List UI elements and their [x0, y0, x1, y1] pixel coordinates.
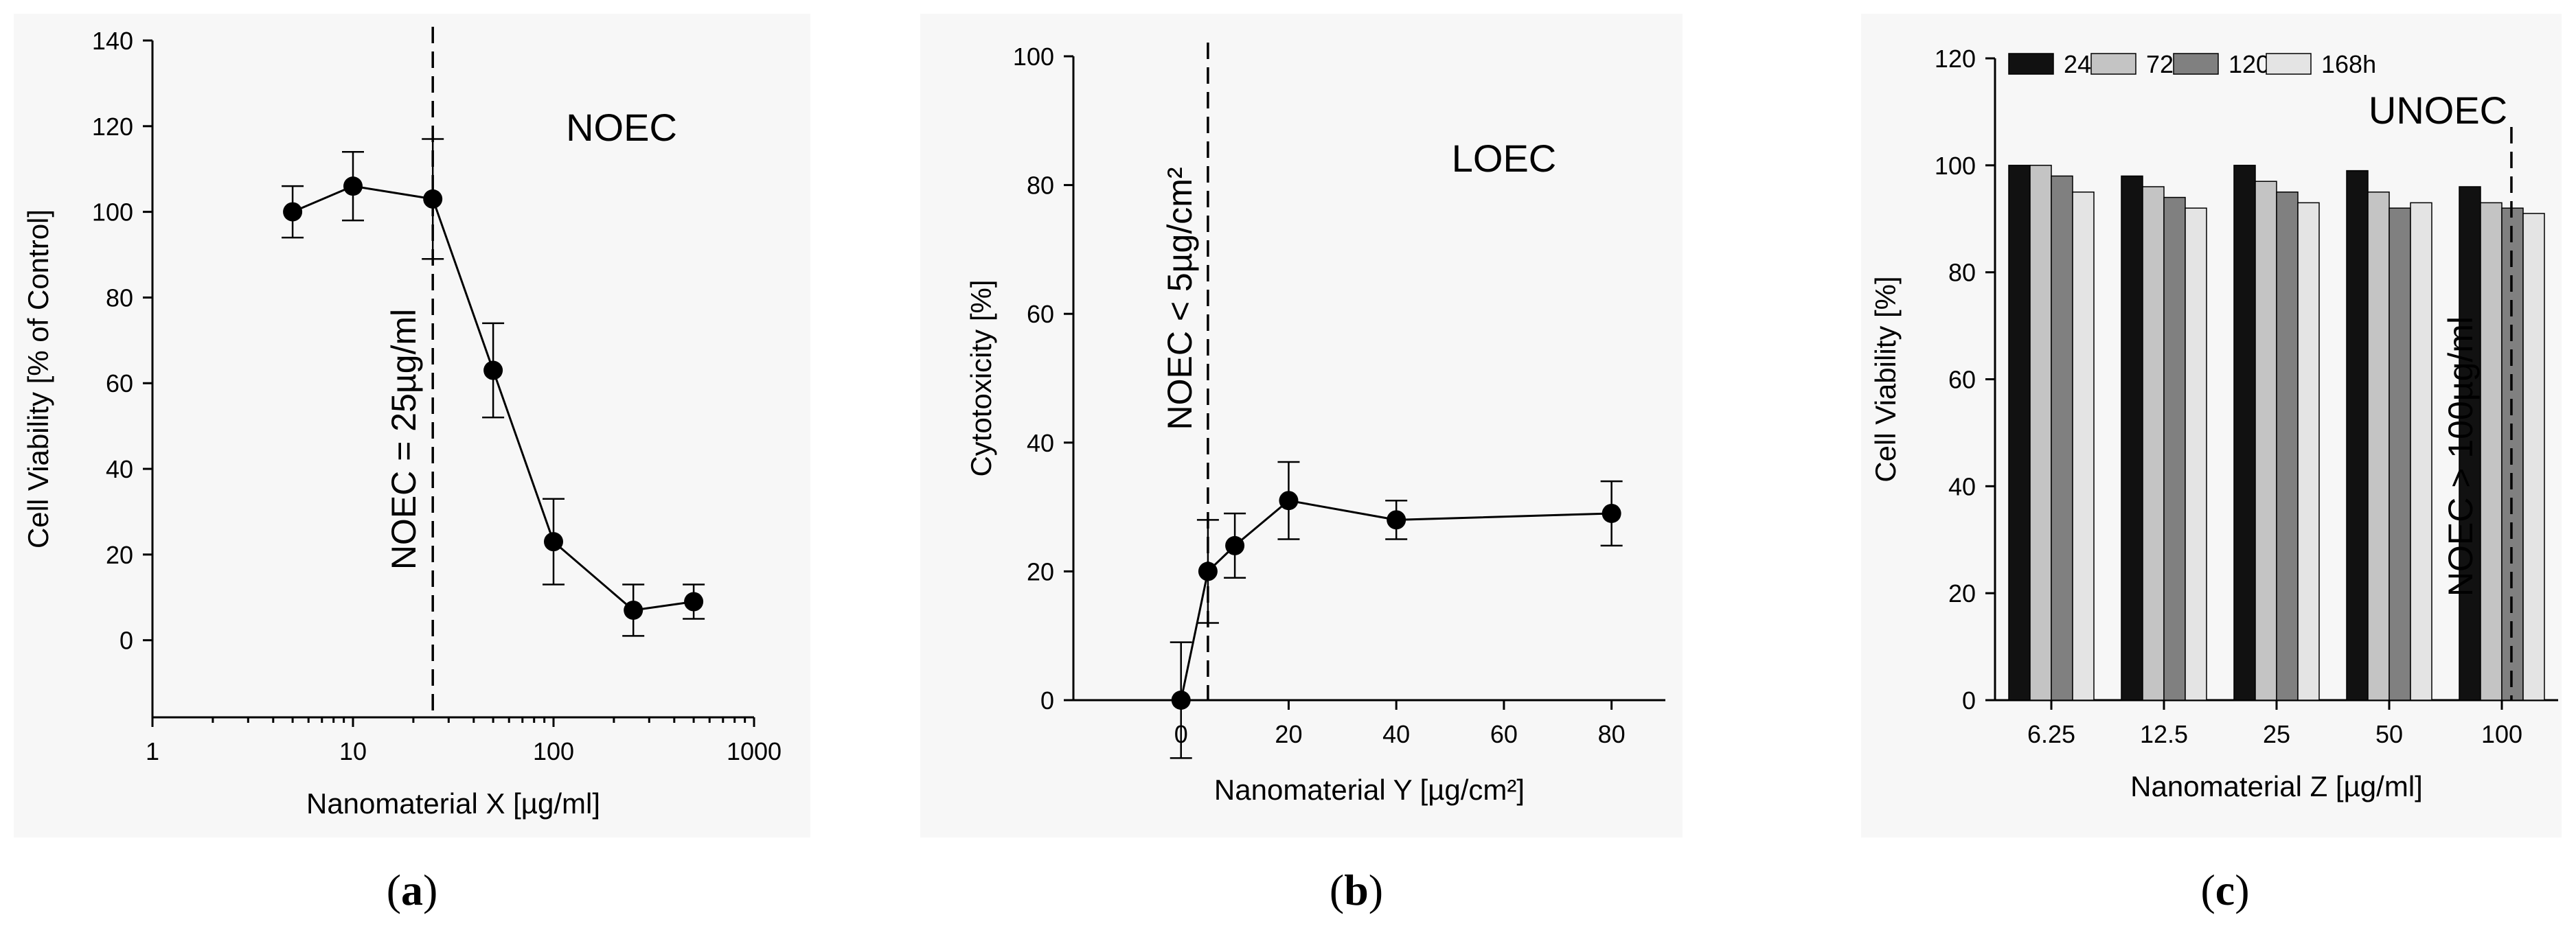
data-point	[1602, 503, 1621, 523]
caption-b-letter: b	[1344, 866, 1369, 914]
caption-b: (b)	[1330, 866, 1383, 914]
legend-swatch	[2090, 53, 2136, 75]
bar	[2029, 165, 2052, 701]
y-tick-label: 60	[1948, 366, 1976, 394]
bar	[2297, 202, 2320, 701]
x-tick-label: 20	[1275, 720, 1302, 748]
annotation-label: UNOEC	[2369, 89, 2507, 132]
y-tick-label: 20	[1948, 579, 1976, 607]
bar	[2233, 165, 2256, 701]
y-tick-label: 60	[106, 369, 133, 397]
annotation-label: NOEC	[566, 106, 677, 149]
data-point	[423, 189, 443, 209]
x-tick-label: 1000	[727, 737, 782, 765]
y-axis-title: Cell Viability [%]	[1869, 276, 1902, 482]
data-point	[624, 600, 643, 620]
legend-swatch	[2008, 53, 2054, 75]
panel-b-background	[920, 14, 1683, 837]
data-point	[1387, 510, 1406, 530]
y-tick-label: 20	[106, 541, 133, 569]
y-tick-label: 120	[92, 113, 133, 141]
y-tick-label: 100	[1013, 43, 1054, 71]
bar	[2008, 165, 2031, 701]
x-tick-label: 80	[1598, 720, 1626, 748]
data-point	[1279, 491, 1299, 511]
legend-label: 168h	[2321, 50, 2376, 78]
x-tick-label: 10	[339, 737, 367, 765]
y-tick-label: 80	[1027, 172, 1054, 200]
y-tick-label: 40	[106, 455, 133, 483]
x-tick-label: 1	[146, 737, 159, 765]
data-point	[283, 202, 303, 222]
y-tick-label: 100	[92, 198, 133, 227]
bar	[2346, 170, 2369, 701]
y-tick-label: 60	[1027, 300, 1054, 328]
y-tick-label: 120	[1935, 45, 1976, 73]
data-point	[1225, 535, 1245, 555]
data-point	[1198, 562, 1218, 581]
x-tick-label: 6.25	[2027, 720, 2075, 748]
bar	[2072, 192, 2095, 701]
chart-panel-a: 0 20 40 60 80 100 120 140 1 10 100 1000 Nanomaterial…	[22, 27, 782, 820]
bar	[2276, 192, 2299, 701]
bar	[2121, 175, 2143, 701]
y-tick-label: 80	[1948, 259, 1976, 287]
caption-a-letter: a	[401, 866, 423, 914]
caption-c: (c)	[2200, 866, 2249, 914]
caption-a: (a)	[387, 866, 438, 914]
x-tick-label: 60	[1490, 720, 1518, 748]
y-tick-label: 40	[1948, 472, 1976, 500]
bar	[2185, 207, 2207, 701]
threshold-label: NOEC = 25µg/ml	[385, 309, 423, 570]
panel-a-background	[14, 14, 810, 837]
annotation-label: LOEC	[1452, 137, 1557, 180]
legend-swatch	[2173, 53, 2219, 75]
bar	[2480, 202, 2503, 701]
bar	[2142, 186, 2165, 701]
x-tick-label: 50	[2375, 720, 2403, 748]
y-tick-label: 0	[1962, 686, 1976, 715]
bar	[2389, 207, 2411, 701]
bar	[2163, 196, 2186, 701]
x-axis-title: Nanomaterial Y [µg/cm²]	[1214, 774, 1525, 806]
y-tick-label: 100	[1935, 152, 1976, 180]
data-point	[343, 176, 363, 196]
x-tick-label: 40	[1382, 720, 1410, 748]
y-tick-label: 80	[106, 283, 133, 312]
x-axis-title: Nanomaterial Z [µg/ml]	[2130, 770, 2423, 802]
threshold-label: NOEC > 100µg/ml	[2441, 316, 2480, 597]
x-tick-label: 100	[533, 737, 574, 765]
y-tick-label: 20	[1027, 557, 1054, 586]
data-point	[483, 360, 503, 380]
data-point	[1171, 691, 1191, 710]
x-tick-label: 25	[2263, 720, 2290, 748]
y-tick-label: 40	[1027, 429, 1054, 457]
y-axis-title: Cytotoxicity [%]	[965, 279, 997, 476]
series-line	[1180, 499, 1612, 701]
bar	[2367, 192, 2390, 701]
caption-c-letter: c	[2215, 866, 2235, 914]
bar	[2051, 175, 2073, 701]
data-point	[544, 532, 563, 552]
x-tick-label: 100	[2481, 720, 2522, 748]
bar	[2410, 202, 2432, 701]
data-point	[684, 592, 704, 612]
y-tick-label: 140	[92, 27, 133, 55]
legend-swatch	[2266, 53, 2312, 75]
bar	[2255, 181, 2277, 701]
x-tick-label: 12.5	[2140, 720, 2188, 748]
chart-panel-c: 0 20 40 60 80 100 120 6.25 12.5 25 50 100 Nanomateri…	[1869, 45, 2558, 802]
y-axis-title: Cell Viability [% of Control]	[22, 209, 54, 548]
bar	[2522, 213, 2545, 701]
threshold-label: NOEC < 5µg/cm²	[1161, 167, 1199, 430]
x-axis-title: Nanomaterial X [µg/ml]	[306, 787, 600, 820]
y-tick-label: 0	[119, 627, 133, 655]
y-tick-label: 0	[1040, 686, 1054, 715]
